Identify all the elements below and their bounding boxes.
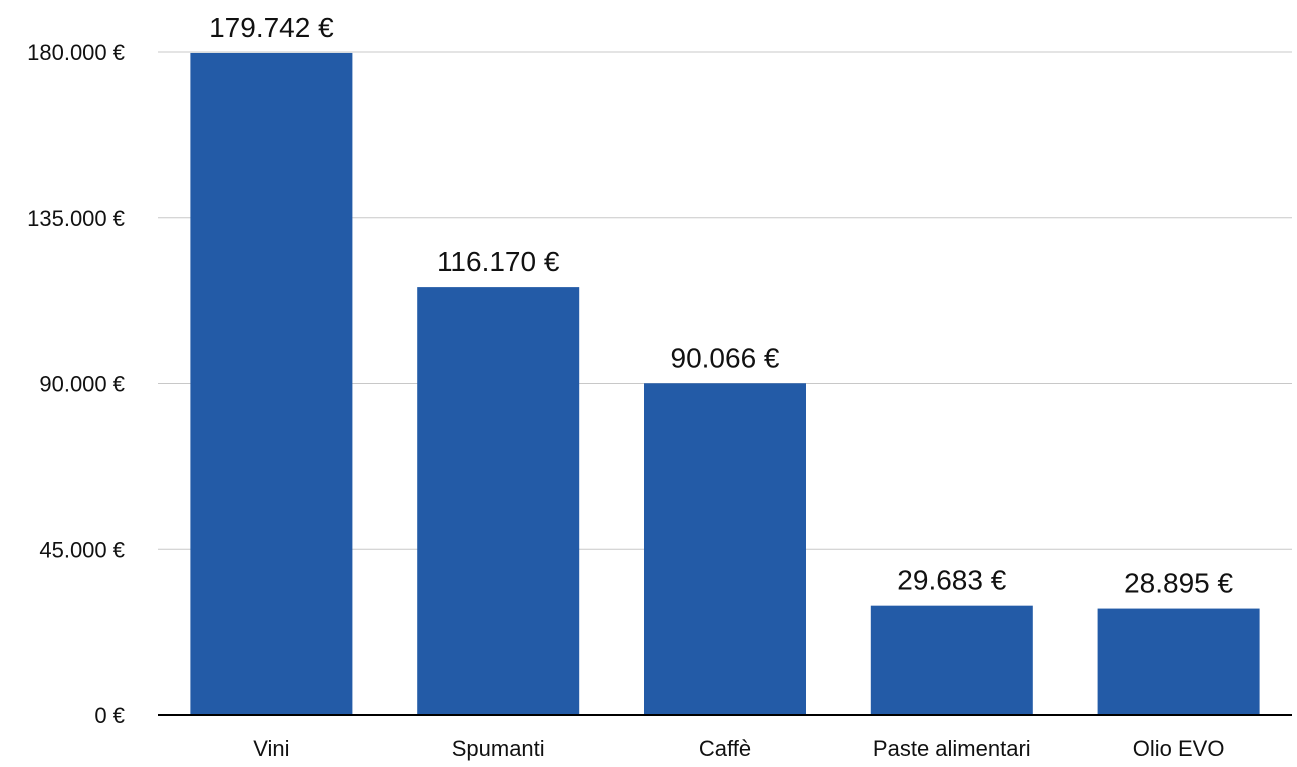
y-tick-label: 180.000 € (27, 40, 125, 65)
bars (190, 52, 1260, 715)
x-category-label: Vini (253, 736, 289, 761)
y-tick-label: 0 € (94, 703, 125, 728)
bar-vini (190, 52, 353, 715)
x-category-label: Caffè (699, 736, 751, 761)
bar-olio-evo (1097, 608, 1260, 715)
y-axis-ticks: 0 € 45.000 € 90.000 € 135.000 € 180.000 € (27, 40, 125, 728)
y-tick-label: 45.000 € (39, 537, 125, 562)
x-category-label: Spumanti (452, 736, 545, 761)
bar-spumanti (417, 287, 580, 715)
bar-value-label: 90.066 € (671, 342, 780, 373)
bar-value-label: 29.683 € (897, 565, 1006, 596)
data-labels: 179.742 € 116.170 € 90.066 € 29.683 € 28.895… (209, 12, 1233, 599)
bar-caffè (644, 383, 806, 715)
x-category-label: Paste alimentari (873, 736, 1031, 761)
bar-paste-alimentari (870, 605, 1033, 715)
y-tick-label: 90.000 € (39, 372, 125, 397)
bar-value-label: 116.170 € (437, 246, 560, 277)
bar-value-label: 179.742 € (209, 12, 334, 43)
y-tick-label: 135.000 € (27, 206, 125, 231)
x-axis-categories: Vini Spumanti Caffè Paste alimentari Olio EV… (253, 736, 1224, 761)
x-category-label: Olio EVO (1133, 736, 1225, 761)
bar-value-label: 28.895 € (1124, 568, 1233, 599)
